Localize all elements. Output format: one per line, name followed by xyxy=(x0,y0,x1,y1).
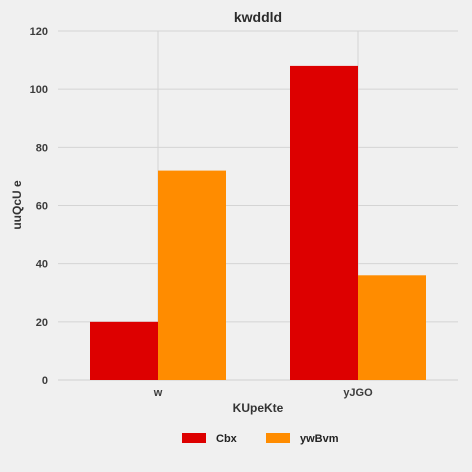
y-tick-label: 0 xyxy=(42,375,48,387)
y-tick-label: 40 xyxy=(36,259,48,271)
chart-title: kwddld xyxy=(234,9,282,25)
x-tick-label: yJGO xyxy=(343,387,373,399)
x-tick-label: w xyxy=(153,387,163,399)
legend-swatch-ywBvm xyxy=(266,433,290,443)
y-axis-title: uuQcU e xyxy=(10,180,24,230)
legend-label-ywBvm: ywBvm xyxy=(300,433,339,445)
y-tick-label: 120 xyxy=(30,26,48,38)
bar-Cbx-w xyxy=(90,321,158,380)
y-tick-labels: 0 20 40 60 80 100 120 xyxy=(30,26,48,387)
x-tick-labels: w yJGO xyxy=(153,387,373,399)
bar-ywBvm-w xyxy=(158,170,226,380)
legend-label-Cbx: Cbx xyxy=(216,433,238,445)
bars xyxy=(90,65,426,381)
bar-Cbx-yJGO xyxy=(290,65,358,381)
y-tick-label: 60 xyxy=(36,201,48,213)
bar-ywBvm-yJGO xyxy=(358,275,426,380)
x-axis-title: KUpeKte xyxy=(233,401,284,415)
y-tick-label: 100 xyxy=(30,84,48,96)
y-tick-label: 80 xyxy=(36,142,48,154)
legend-swatch-Cbx xyxy=(182,433,206,443)
y-tick-label: 20 xyxy=(36,317,48,329)
legend: Cbx ywBvm xyxy=(182,433,339,445)
